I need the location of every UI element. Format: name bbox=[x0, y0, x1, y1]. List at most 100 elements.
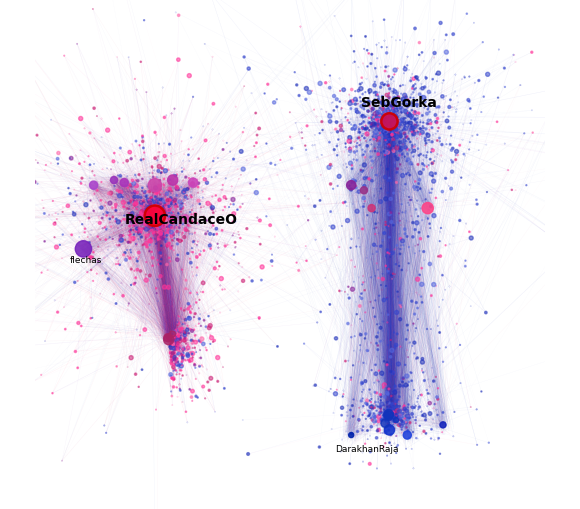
Circle shape bbox=[170, 335, 172, 336]
Circle shape bbox=[157, 220, 160, 223]
Circle shape bbox=[428, 165, 429, 166]
Circle shape bbox=[129, 225, 130, 228]
Circle shape bbox=[280, 160, 281, 161]
Circle shape bbox=[151, 197, 152, 199]
Circle shape bbox=[84, 203, 88, 207]
Circle shape bbox=[171, 395, 173, 397]
Circle shape bbox=[430, 438, 432, 439]
Circle shape bbox=[412, 103, 413, 105]
Circle shape bbox=[390, 221, 393, 224]
Circle shape bbox=[379, 341, 381, 343]
Circle shape bbox=[146, 199, 148, 201]
Circle shape bbox=[387, 407, 388, 408]
Circle shape bbox=[416, 307, 418, 309]
Circle shape bbox=[402, 381, 404, 383]
Circle shape bbox=[385, 425, 394, 435]
Circle shape bbox=[151, 251, 152, 253]
Circle shape bbox=[115, 264, 117, 265]
Circle shape bbox=[154, 216, 155, 217]
Circle shape bbox=[159, 216, 161, 219]
Circle shape bbox=[192, 357, 193, 358]
Circle shape bbox=[368, 463, 371, 465]
Circle shape bbox=[406, 423, 407, 424]
Circle shape bbox=[390, 412, 391, 413]
Circle shape bbox=[169, 218, 172, 221]
Circle shape bbox=[146, 213, 147, 214]
Circle shape bbox=[145, 196, 147, 198]
Circle shape bbox=[375, 116, 378, 120]
Circle shape bbox=[369, 405, 372, 409]
Circle shape bbox=[393, 412, 396, 415]
Circle shape bbox=[383, 114, 387, 117]
Circle shape bbox=[133, 202, 138, 206]
Circle shape bbox=[172, 356, 176, 360]
Circle shape bbox=[259, 319, 260, 320]
Circle shape bbox=[378, 137, 380, 140]
Circle shape bbox=[361, 124, 362, 125]
Circle shape bbox=[154, 239, 155, 240]
Circle shape bbox=[339, 129, 343, 132]
Circle shape bbox=[270, 163, 272, 165]
Circle shape bbox=[390, 121, 392, 122]
Circle shape bbox=[296, 263, 297, 264]
Circle shape bbox=[162, 286, 166, 290]
Circle shape bbox=[184, 328, 186, 329]
Circle shape bbox=[208, 324, 212, 328]
Circle shape bbox=[343, 132, 344, 133]
Circle shape bbox=[109, 192, 113, 195]
Circle shape bbox=[379, 201, 383, 204]
Circle shape bbox=[341, 108, 342, 109]
Circle shape bbox=[392, 406, 393, 407]
Circle shape bbox=[361, 115, 365, 119]
Circle shape bbox=[327, 249, 328, 250]
Circle shape bbox=[134, 222, 135, 223]
Circle shape bbox=[389, 413, 390, 414]
Circle shape bbox=[407, 104, 410, 107]
Circle shape bbox=[182, 348, 185, 351]
Circle shape bbox=[426, 329, 427, 330]
Circle shape bbox=[21, 248, 23, 249]
Circle shape bbox=[395, 127, 396, 128]
Circle shape bbox=[383, 417, 384, 418]
Circle shape bbox=[416, 131, 418, 133]
Circle shape bbox=[413, 111, 417, 116]
Circle shape bbox=[390, 416, 392, 418]
Circle shape bbox=[355, 92, 356, 93]
Circle shape bbox=[413, 131, 415, 133]
Circle shape bbox=[402, 153, 403, 154]
Circle shape bbox=[158, 239, 159, 240]
Circle shape bbox=[392, 77, 393, 78]
Circle shape bbox=[183, 236, 186, 239]
Circle shape bbox=[153, 214, 157, 218]
Circle shape bbox=[136, 261, 138, 263]
Circle shape bbox=[476, 200, 477, 201]
Circle shape bbox=[410, 98, 411, 99]
Circle shape bbox=[177, 341, 179, 342]
Circle shape bbox=[172, 386, 175, 388]
Circle shape bbox=[176, 387, 177, 388]
Circle shape bbox=[393, 91, 397, 94]
Circle shape bbox=[405, 426, 407, 429]
Circle shape bbox=[375, 69, 376, 70]
Circle shape bbox=[394, 127, 396, 129]
Circle shape bbox=[260, 280, 262, 281]
Circle shape bbox=[119, 119, 120, 120]
Circle shape bbox=[386, 122, 390, 126]
Circle shape bbox=[408, 381, 409, 383]
Circle shape bbox=[391, 127, 392, 128]
Circle shape bbox=[151, 211, 153, 212]
Circle shape bbox=[393, 390, 397, 394]
Circle shape bbox=[378, 371, 379, 372]
Circle shape bbox=[144, 242, 148, 246]
Circle shape bbox=[79, 163, 80, 165]
Circle shape bbox=[377, 349, 379, 351]
Circle shape bbox=[179, 240, 182, 243]
Circle shape bbox=[496, 122, 498, 123]
Circle shape bbox=[173, 202, 176, 204]
Circle shape bbox=[158, 265, 159, 266]
Circle shape bbox=[367, 415, 369, 417]
Circle shape bbox=[383, 152, 385, 153]
Circle shape bbox=[378, 96, 379, 97]
Circle shape bbox=[366, 404, 368, 406]
Circle shape bbox=[371, 117, 372, 119]
